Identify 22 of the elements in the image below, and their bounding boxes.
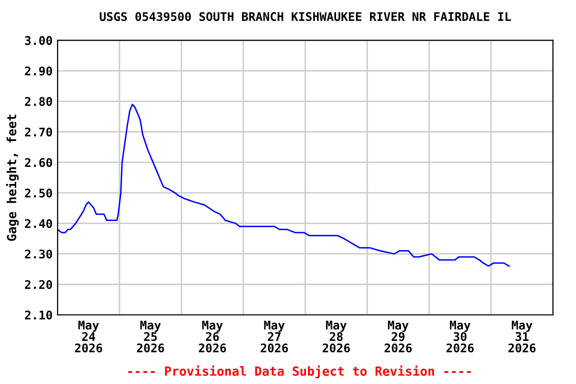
y-tick-label: 2.60 <box>24 158 52 168</box>
y-tick-label: 2.30 <box>24 250 52 259</box>
x-tick-label: May 28 2026 <box>322 320 350 352</box>
y-tick-label: 3.00 <box>25 36 52 45</box>
chart-title: USGS 05439500 SOUTH BRANCH KISHWAUKEE RIVER NR FAIRDALE IL <box>100 12 511 22</box>
y-tick-label: 2.70 <box>24 128 52 136</box>
x-tick-label: May 31 2026 <box>508 320 536 352</box>
x-tick-label: May 29 2026 <box>384 320 412 352</box>
y-tick-label: 2.10 <box>24 310 52 320</box>
x-tick-label: May 24 2026 <box>75 320 102 352</box>
text: ---- Provisional Data Subject to Revision ---- <box>128 365 471 378</box>
x-tick-label: May 25 2026 <box>136 320 164 352</box>
y-tick-label: 2.80 <box>24 97 52 106</box>
x-tick-label: May 26 2026 <box>198 320 226 352</box>
x-tick-label: May 27 2026 <box>260 320 288 352</box>
y-tick-label: 2.20 <box>24 280 52 290</box>
y-axis-title: Gage height, feet <box>6 114 19 241</box>
y-tick-label: 2.90 <box>24 66 52 76</box>
y-tick-label: 2.40 <box>24 219 52 228</box>
x-tick-label: May 30 2026 <box>446 320 474 352</box>
line-series <box>58 104 510 267</box>
y-tick-label: 2.50 <box>24 188 52 198</box>
